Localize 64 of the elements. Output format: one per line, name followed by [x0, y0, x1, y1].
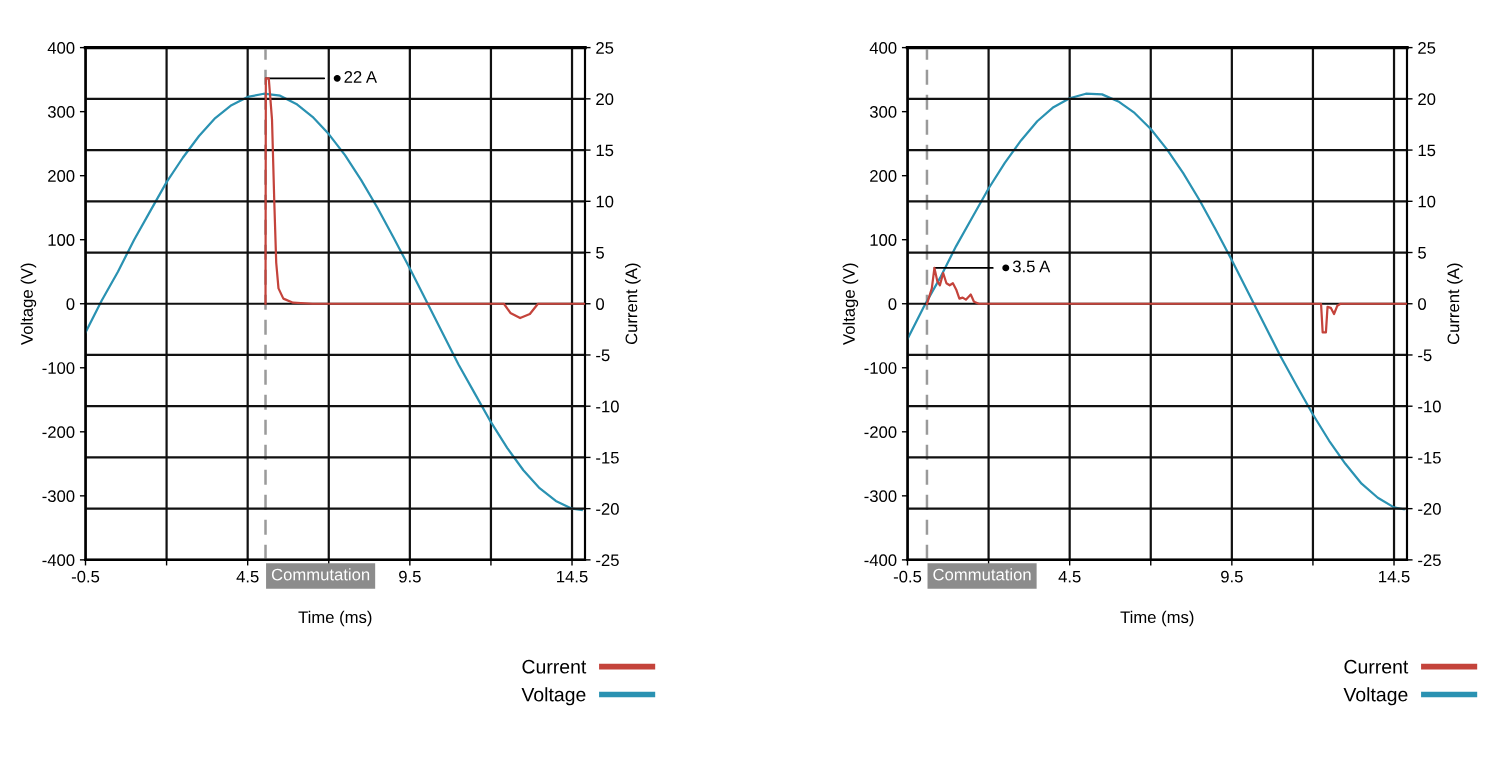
y-tick-label: 200: [48, 170, 75, 182]
y-tick-label: 400: [47, 42, 75, 54]
legend-label: Voltage: [1343, 687, 1408, 706]
legend-label: Current: [1344, 659, 1409, 674]
legend-label: Voltage: [521, 687, 586, 706]
y2-axis-title: Current (A): [625, 263, 641, 345]
y-axis-title: Voltage (V): [842, 263, 859, 345]
x-tick-label: 14.5: [557, 570, 588, 583]
y2-tick-label: 0: [596, 298, 605, 310]
y-tick-label: 300: [47, 106, 75, 118]
legend-label: Current: [522, 659, 587, 674]
x-tick-label: -0.5: [71, 570, 100, 583]
y-tick-label: -300: [864, 490, 897, 503]
ref-line-label: Commutation: [933, 568, 1031, 581]
y2-tick-label: 25: [596, 42, 614, 54]
y-tick-label: -100: [42, 362, 75, 374]
y2-tick-label: 20: [1418, 93, 1436, 106]
y2-tick-label: 5: [596, 247, 604, 259]
y2-tick-label: 20: [596, 93, 614, 106]
y-tick-label: -400: [42, 554, 75, 567]
y2-tick-label: 10: [596, 195, 614, 208]
y2-tick-label: 0: [1418, 298, 1427, 310]
y-tick-label: 100: [870, 234, 897, 246]
x-axis-title: Time (ms): [298, 610, 372, 627]
y2-tick-label: -25: [596, 554, 619, 567]
x-tick-label: 4.5: [1058, 570, 1081, 583]
y2-tick-label: -10: [596, 400, 619, 413]
y-tick-label: 400: [869, 42, 897, 54]
y-tick-label: -300: [42, 490, 75, 503]
line-series: [85, 92, 583, 512]
line-series: [907, 92, 1405, 511]
y-axis-title: Voltage (V): [20, 263, 37, 345]
y2-tick-label: -15: [1418, 451, 1441, 464]
annotation: 22 A: [344, 71, 378, 83]
ref-line-label: Commutation: [271, 568, 370, 581]
y2-tick-label: -15: [596, 451, 619, 464]
y-tick-label: -400: [864, 554, 897, 567]
x-tick-label: 4.5: [236, 570, 259, 583]
x-tick-label: 14.5: [1379, 570, 1410, 583]
y2-tick-label: -5: [1418, 349, 1432, 362]
y2-tick-label: -10: [1418, 400, 1441, 413]
y2-tick-label: -25: [1418, 554, 1441, 567]
y2-tick-label: 15: [1418, 144, 1436, 157]
y2-tick-label: -20: [1418, 503, 1441, 515]
y2-tick-label: 15: [596, 144, 614, 157]
x-tick-label: 9.5: [1221, 570, 1243, 583]
x-tick-label: -0.5: [893, 570, 922, 583]
y2-tick-label: -5: [596, 349, 610, 362]
y-tick-label: -200: [864, 426, 897, 439]
x-axis-title: Time (ms): [1120, 610, 1194, 627]
y2-tick-label: -20: [596, 503, 619, 515]
y-tick-label: 300: [869, 106, 897, 118]
x-tick-label: 9.5: [399, 570, 421, 583]
y-tick-label: 0: [66, 298, 75, 310]
y2-tick-label: 10: [1418, 195, 1436, 208]
y2-axis-title: Current (A): [1447, 263, 1463, 345]
y-tick-label: -100: [864, 362, 897, 374]
y-tick-label: -200: [42, 426, 75, 439]
y-tick-label: 0: [888, 298, 897, 310]
annotation: 3.5 A: [1012, 260, 1051, 273]
y2-tick-label: 5: [1418, 247, 1426, 259]
y-tick-label: 200: [870, 170, 897, 182]
y2-tick-label: 25: [1418, 42, 1436, 54]
y-tick-label: 100: [48, 234, 75, 246]
